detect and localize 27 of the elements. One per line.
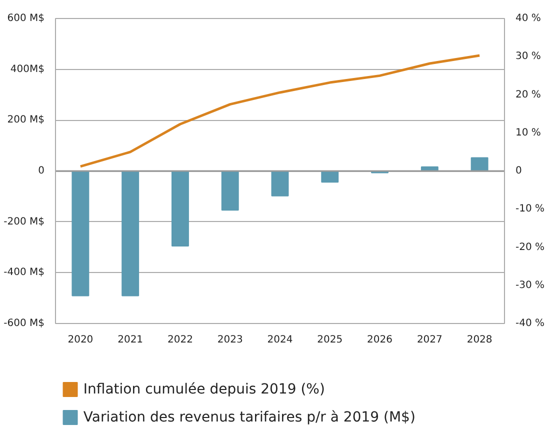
y2-tick-label: 40 % <box>516 13 541 24</box>
y-tick-label: -400 M$ <box>4 267 45 278</box>
y2-tick-label: 20 % <box>516 89 541 100</box>
x-tick-label: 2021 <box>118 334 144 346</box>
x-tick-label: 2028 <box>466 334 492 346</box>
y2-tick-label: -30 % <box>516 280 545 291</box>
y-tick-label: 0 <box>38 166 45 176</box>
x-tick-label: 2027 <box>416 334 442 346</box>
x-tick-label: 2022 <box>168 334 193 346</box>
x-tick-label: 2020 <box>68 334 94 346</box>
y2-tick-label: 0 <box>516 166 522 176</box>
y2-tick-label: -40 % <box>516 318 545 329</box>
legend-label: Variation des revenus tarifaires p/r à 2019 (M$) <box>83 410 416 426</box>
x-tick-label: 2023 <box>217 334 243 346</box>
legend-label: Inflation cumulée depuis 2019 (%) <box>83 382 325 398</box>
y-tick-label: -200 M$ <box>4 216 45 228</box>
y-tick-label: 200 M$ <box>7 114 45 126</box>
y-tick-label: -600 M$ <box>4 318 45 329</box>
y2-tick-label: 10 % <box>516 127 541 138</box>
x-tick-label: 2026 <box>367 334 393 346</box>
y-tick-label: 400M$ <box>10 64 44 75</box>
x-tick-label: 2025 <box>317 334 343 346</box>
y2-tick-label: 30 % <box>516 51 541 62</box>
y-tick-label: 600 M$ <box>7 13 45 24</box>
y2-tick-label: -20 % <box>516 242 545 253</box>
x-tick-label: 2024 <box>267 334 293 346</box>
y2-tick-label: -10 % <box>516 204 545 215</box>
